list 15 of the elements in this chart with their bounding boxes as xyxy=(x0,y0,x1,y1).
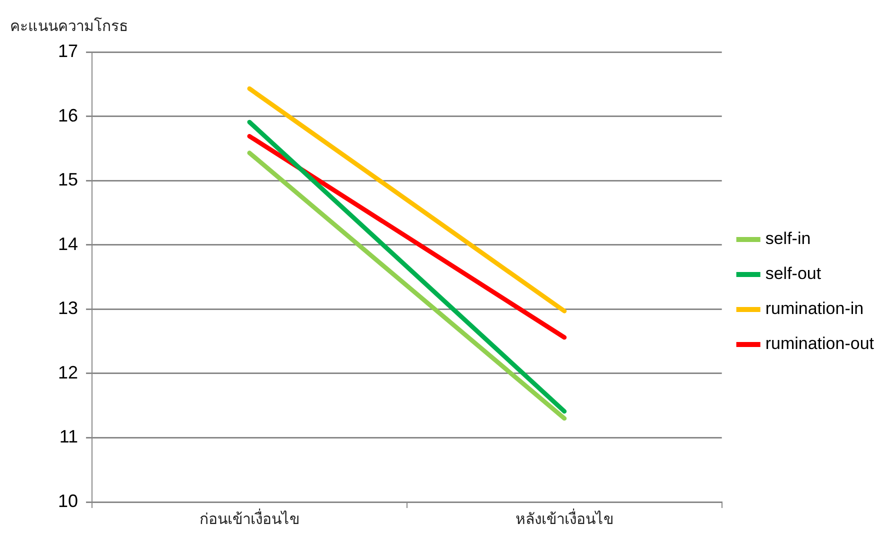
y-tick-label: 14 xyxy=(58,234,78,254)
y-tick-label: 12 xyxy=(58,362,78,382)
legend-label: rumination-in xyxy=(765,299,864,318)
y-tick-label: 17 xyxy=(58,40,78,61)
y-tick-label: 15 xyxy=(58,170,78,190)
y-tick-label: 16 xyxy=(58,105,78,126)
y-tick-label: 10 xyxy=(58,490,78,511)
y-tick-label: 13 xyxy=(58,298,78,318)
y-tick-label: 11 xyxy=(59,426,78,447)
legend-label: self-in xyxy=(765,229,811,248)
y-axis-title: คะแนนความโกรธ xyxy=(10,16,128,37)
x-tick-label: หลังเข้าเงื่อนไข xyxy=(515,508,614,528)
legend-label: self-out xyxy=(765,264,822,284)
legend-label: rumination-out xyxy=(765,334,874,354)
x-tick-label: ก่อนเข้าเงื่อนไข xyxy=(199,508,300,528)
